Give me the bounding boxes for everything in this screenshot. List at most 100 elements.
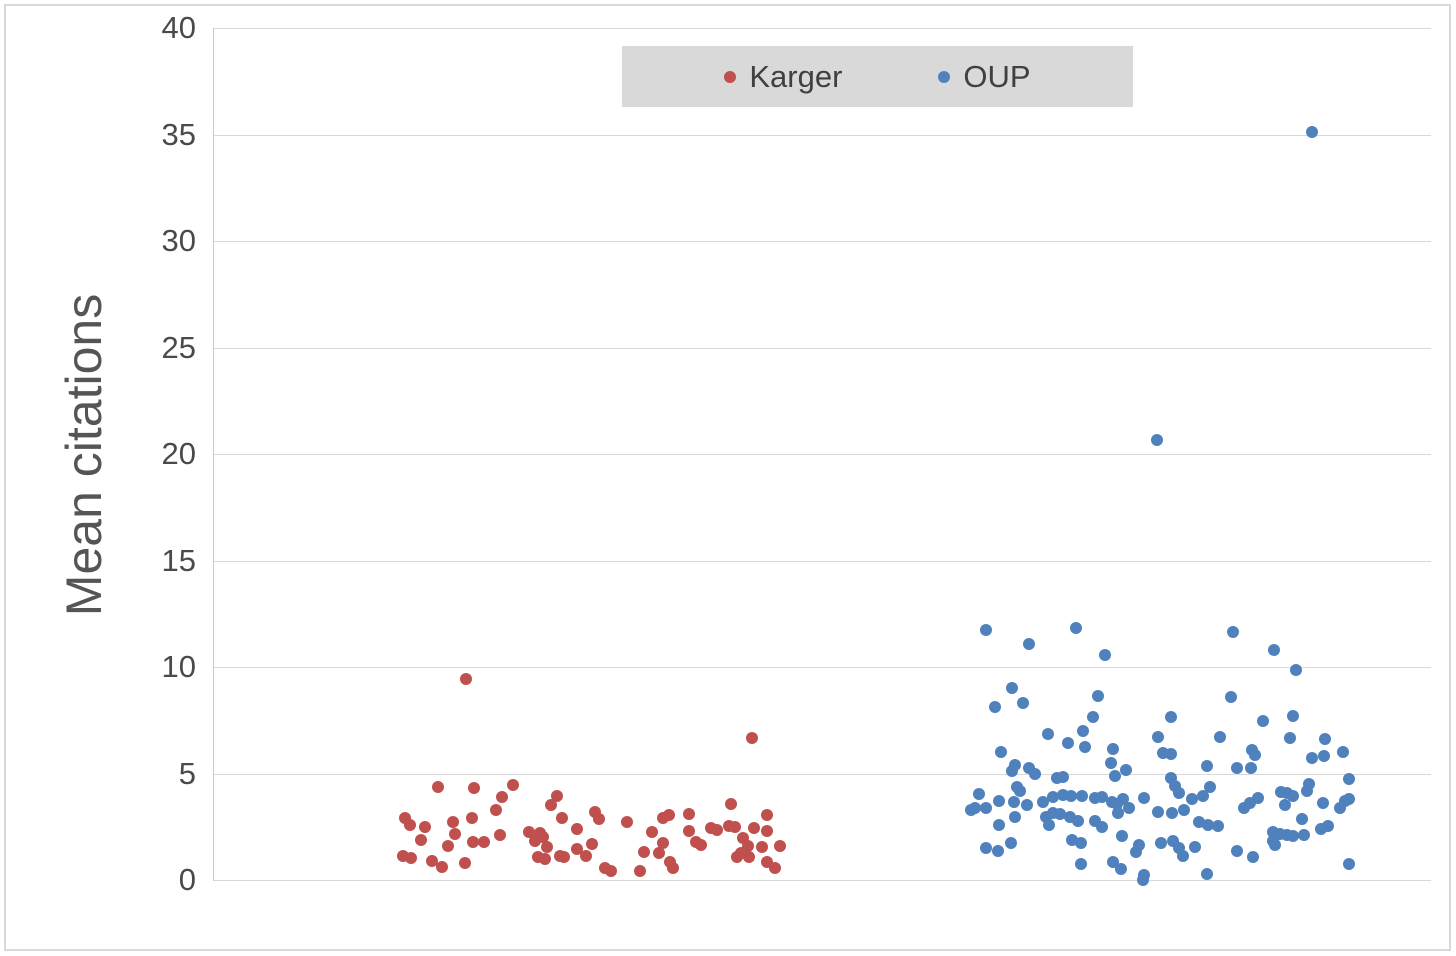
data-point-karger bbox=[467, 835, 480, 848]
gridline bbox=[214, 347, 1431, 349]
data-point-oup bbox=[1201, 867, 1214, 880]
data-point-oup bbox=[1237, 801, 1250, 814]
data-point-karger bbox=[556, 812, 569, 825]
data-point-oup bbox=[991, 845, 1004, 858]
data-point-oup bbox=[1005, 836, 1018, 849]
data-point-karger bbox=[435, 861, 448, 874]
data-point-karger bbox=[570, 843, 583, 856]
data-point-oup bbox=[1165, 806, 1178, 819]
data-point-oup bbox=[992, 795, 1005, 808]
data-point-oup bbox=[1300, 784, 1313, 797]
data-point-karger bbox=[431, 781, 444, 794]
data-point-karger bbox=[541, 840, 554, 853]
data-point-karger bbox=[558, 850, 571, 863]
data-point-oup bbox=[1008, 811, 1021, 824]
data-point-oup bbox=[1023, 637, 1036, 650]
plot-area bbox=[214, 28, 1431, 886]
data-point-oup bbox=[979, 801, 992, 814]
data-point-karger bbox=[657, 836, 670, 849]
data-point-karger bbox=[748, 821, 761, 834]
data-point-karger bbox=[414, 833, 427, 846]
data-point-karger bbox=[745, 732, 758, 745]
data-point-oup bbox=[1076, 724, 1089, 737]
data-point-karger bbox=[760, 825, 773, 837]
y-tick-label: 15 bbox=[161, 542, 196, 578]
data-point-karger bbox=[545, 799, 558, 812]
legend-item-oup: OUP bbox=[938, 58, 1031, 95]
data-point-oup bbox=[1042, 818, 1055, 831]
data-point-oup bbox=[1112, 806, 1125, 819]
gridline bbox=[214, 454, 1431, 455]
legend-label-oup: OUP bbox=[963, 58, 1031, 94]
data-point-oup bbox=[1152, 731, 1165, 744]
data-point-oup bbox=[1151, 434, 1164, 447]
data-point-oup bbox=[1107, 743, 1120, 755]
data-point-karger bbox=[551, 789, 564, 802]
y-tick-label: 25 bbox=[161, 329, 196, 365]
data-point-oup bbox=[1123, 801, 1136, 814]
data-point-karger bbox=[633, 865, 646, 878]
data-point-oup bbox=[1289, 664, 1302, 677]
data-point-karger bbox=[657, 812, 670, 825]
gridline bbox=[214, 667, 1431, 668]
y-axis-line bbox=[213, 28, 214, 881]
data-point-oup bbox=[1317, 750, 1330, 763]
data-point-oup bbox=[1177, 803, 1190, 816]
data-point-oup bbox=[1096, 790, 1109, 803]
data-point-oup bbox=[1136, 874, 1149, 886]
data-point-oup bbox=[1201, 760, 1214, 773]
data-point-oup bbox=[1096, 820, 1109, 833]
data-point-karger bbox=[743, 850, 756, 863]
data-point-karger bbox=[725, 798, 738, 811]
data-point-karger bbox=[666, 862, 679, 875]
data-point-oup bbox=[1186, 793, 1199, 806]
data-point-karger bbox=[760, 809, 773, 822]
data-point-oup bbox=[1173, 786, 1186, 799]
data-point-karger bbox=[458, 856, 471, 869]
data-point-oup bbox=[1053, 807, 1066, 820]
data-point-oup bbox=[1278, 799, 1291, 812]
data-point-oup bbox=[1075, 789, 1088, 802]
data-point-oup bbox=[1062, 736, 1075, 749]
data-point-oup bbox=[1244, 762, 1257, 775]
data-point-oup bbox=[1257, 715, 1270, 728]
data-point-oup bbox=[995, 746, 1008, 759]
data-point-karger bbox=[441, 839, 454, 852]
data-point-karger bbox=[507, 779, 520, 792]
data-point-karger bbox=[646, 826, 659, 839]
data-point-karger bbox=[493, 829, 506, 842]
data-point-karger bbox=[769, 862, 782, 875]
data-point-oup bbox=[1119, 764, 1132, 777]
data-point-karger bbox=[529, 834, 542, 847]
data-point-oup bbox=[1287, 789, 1300, 802]
legend-label-karger: Karger bbox=[749, 58, 843, 94]
data-point-oup bbox=[992, 818, 1005, 831]
data-point-karger bbox=[478, 835, 491, 848]
data-point-oup bbox=[1007, 796, 1020, 809]
data-point-karger bbox=[755, 840, 768, 853]
data-point-oup bbox=[964, 803, 977, 816]
gridline bbox=[214, 134, 1431, 136]
data-point-oup bbox=[1305, 126, 1318, 139]
data-point-oup bbox=[979, 623, 992, 636]
data-point-oup bbox=[1283, 732, 1296, 745]
data-point-oup bbox=[1337, 746, 1350, 759]
data-point-oup bbox=[1295, 813, 1308, 826]
data-point-oup bbox=[1074, 836, 1087, 849]
data-point-karger bbox=[637, 846, 650, 859]
data-point-oup bbox=[1164, 748, 1177, 761]
data-point-oup bbox=[1137, 791, 1150, 804]
data-point-karger bbox=[580, 849, 593, 862]
data-point-oup bbox=[1098, 649, 1111, 662]
data-point-oup bbox=[1036, 796, 1049, 809]
legend: Karger OUP bbox=[622, 46, 1133, 107]
data-point-karger bbox=[773, 839, 786, 852]
data-point-oup bbox=[1069, 621, 1082, 634]
data-point-oup bbox=[1202, 818, 1215, 831]
data-point-karger bbox=[653, 847, 666, 860]
legend-item-karger: Karger bbox=[724, 59, 842, 95]
data-point-karger bbox=[468, 782, 481, 795]
data-point-karger bbox=[728, 820, 741, 833]
data-point-oup bbox=[1287, 830, 1300, 843]
